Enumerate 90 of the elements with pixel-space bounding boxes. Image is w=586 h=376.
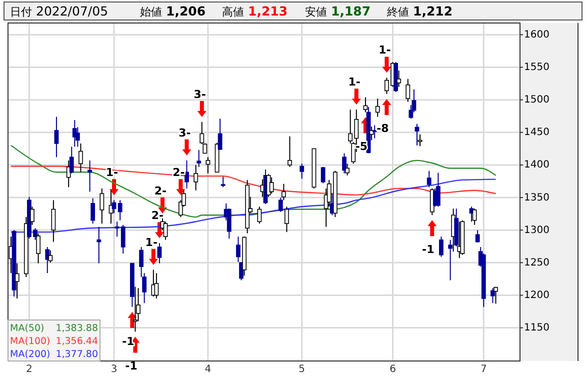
y-tick-label: 1250	[524, 257, 550, 268]
line-series	[10, 178, 496, 233]
y-tick-label: 1150	[524, 322, 550, 334]
candlestick	[218, 118, 222, 150]
y-tick-label: 1350	[524, 192, 550, 204]
candlestick	[206, 156, 210, 174]
annotation: 3-	[178, 126, 191, 140]
text: 始値 1,206	[140, 4, 206, 18]
annotation: 2-	[154, 184, 167, 198]
candlestick	[36, 232, 40, 264]
candlestick	[278, 197, 283, 212]
x-tick-label: 7	[480, 364, 487, 375]
text: 安値 1,187	[305, 4, 371, 18]
candlestick	[54, 116, 59, 158]
candlestick	[88, 160, 92, 192]
candlestick	[345, 163, 350, 176]
candlestick	[51, 200, 56, 242]
candlestick	[133, 286, 138, 332]
candlestick	[342, 152, 346, 174]
candlestick	[426, 170, 432, 188]
y-tick-label: 1300	[524, 224, 550, 236]
candlestick	[372, 124, 377, 139]
candlestick	[472, 208, 477, 226]
candlestick	[157, 242, 162, 264]
candlestick	[30, 206, 34, 226]
y-tick-label: 1550	[524, 62, 550, 74]
candlestick	[14, 262, 20, 299]
candlestick	[163, 221, 168, 240]
text: MA(50)	[10, 323, 44, 334]
candlestick	[112, 200, 116, 214]
text: 高値 1,213	[222, 4, 288, 18]
x-tick-label: 2	[26, 364, 32, 375]
candlestick	[369, 126, 374, 141]
text: 日付 2022/07/05	[10, 4, 108, 18]
annotation: 2-	[151, 209, 164, 222]
candlestick	[436, 172, 440, 208]
annotation: 1-	[145, 236, 158, 249]
y-tick-label: 1500	[524, 94, 550, 106]
candlestick	[284, 206, 289, 233]
annotation: 1-	[378, 44, 391, 57]
y-tick-label: 1600	[524, 29, 550, 40]
text: 終値 1,212	[386, 4, 453, 18]
text: MA(200)	[10, 349, 50, 360]
candlestick	[90, 198, 96, 224]
y-tick-label: 1450	[524, 127, 550, 138]
candlestick	[78, 142, 83, 173]
x-tick-label: 3	[110, 364, 118, 375]
candlestick	[100, 188, 104, 224]
candlestick	[118, 200, 122, 221]
candlestick	[406, 78, 410, 102]
candlestick	[154, 272, 159, 299]
candlestick	[184, 160, 189, 189]
y-tick-label: 1200	[524, 290, 550, 301]
annotation: 3-	[194, 88, 206, 101]
annotation: -8	[376, 122, 389, 135]
candlestick	[490, 288, 495, 304]
candlestick	[320, 166, 326, 184]
candlestick	[288, 136, 292, 168]
candlestick	[236, 236, 240, 263]
candlestick	[281, 183, 286, 201]
candlestick	[494, 286, 498, 304]
annotation: -1	[122, 334, 134, 348]
annotation: -1	[125, 360, 138, 373]
candlestick	[220, 176, 226, 188]
candlestick	[194, 164, 198, 191]
candlestick	[69, 146, 74, 174]
annotation: 1-	[348, 76, 361, 89]
candlestick	[418, 134, 422, 147]
candlestick	[257, 206, 262, 224]
candlestick	[48, 250, 53, 264]
text: MA(100)	[10, 336, 50, 347]
annotation: 1,383.88	[56, 323, 98, 334]
candlestick	[396, 70, 402, 88]
candlestick	[269, 176, 274, 194]
candlestick	[300, 163, 304, 180]
candlestick	[439, 236, 444, 258]
x-tick-label: 5	[298, 364, 306, 375]
candlestick	[196, 149, 202, 168]
candlestick	[414, 123, 420, 146]
annotation: 1,356.44	[56, 336, 98, 347]
y-tick-label: 1400	[524, 160, 550, 171]
candlestick	[45, 246, 50, 274]
annotation: -1	[422, 243, 434, 256]
x-tick-label: 4	[204, 364, 212, 375]
candlestick	[375, 98, 380, 118]
annotation: 1,377.80	[56, 349, 98, 360]
candlestick	[475, 230, 480, 243]
candlestick	[363, 96, 368, 113]
x-tick-label: 6	[390, 364, 396, 375]
candlestick	[96, 226, 102, 264]
